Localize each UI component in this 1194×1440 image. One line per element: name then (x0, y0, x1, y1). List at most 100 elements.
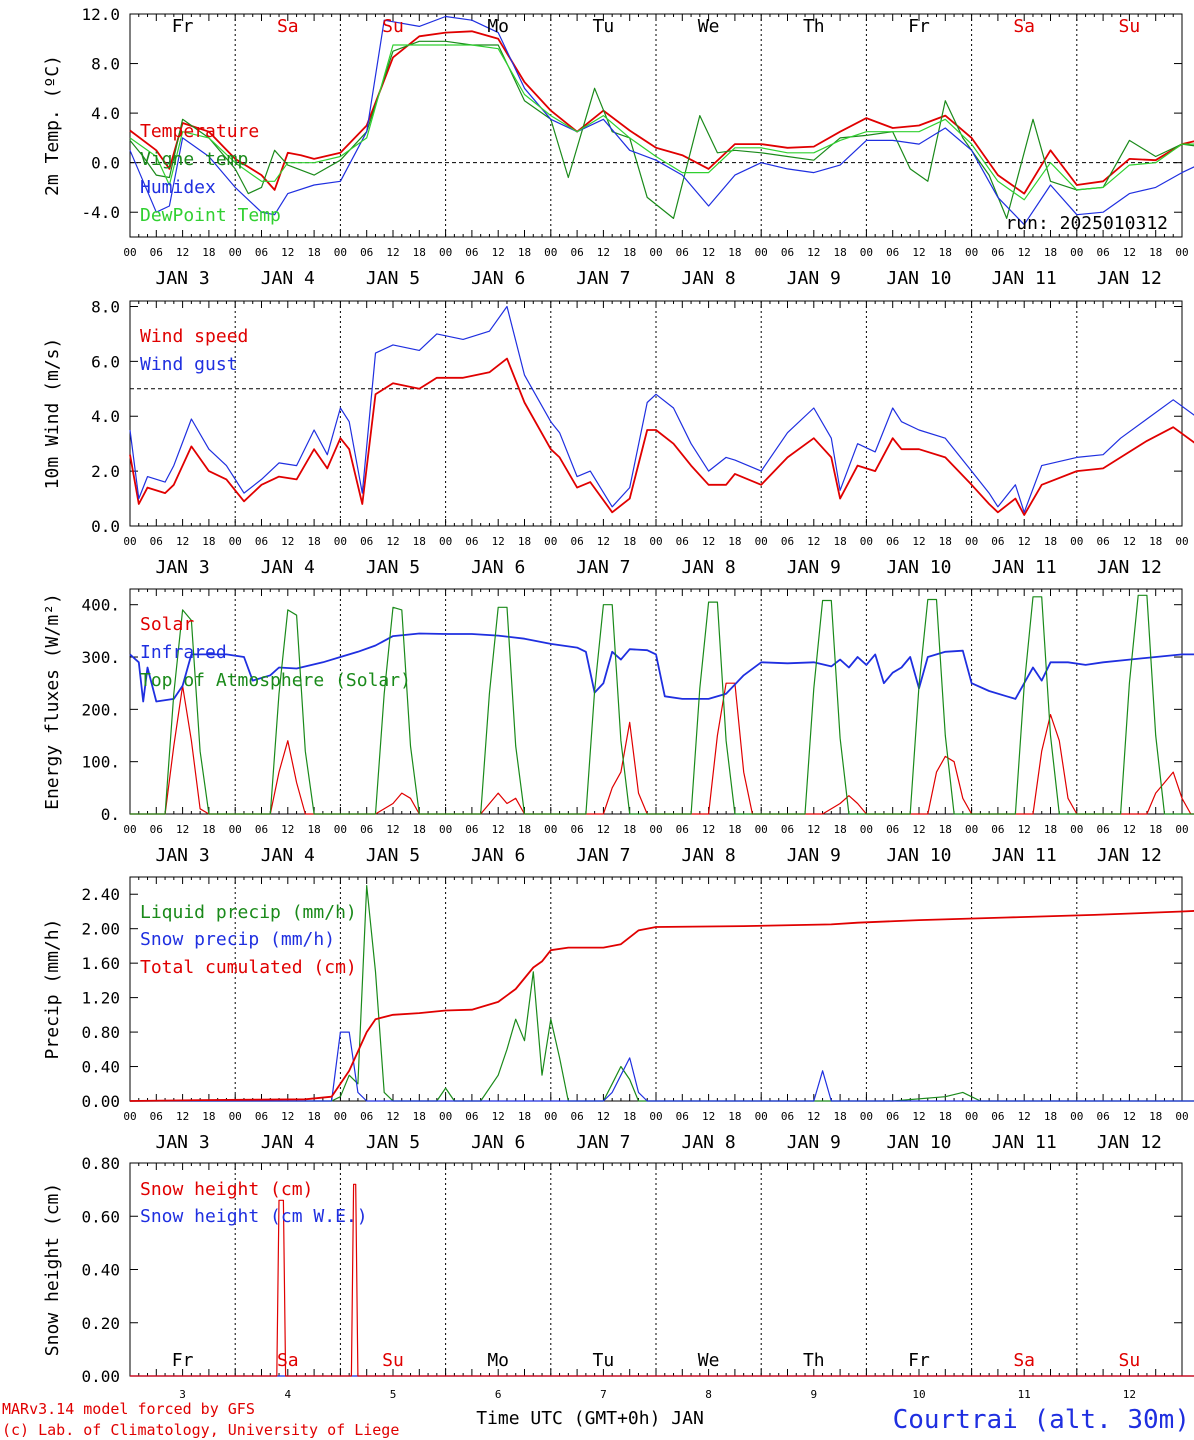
panel-5: 0.00 0.20 0.40 0.60 0.80 Snow height (cm) Snow… (42, 1154, 1194, 1386)
weekday-label: Sa (1013, 1350, 1035, 1371)
x-tick-label: 18 (1149, 535, 1162, 548)
x-tick-label: 18 (1044, 246, 1057, 259)
y-tick-label: 12.0 (81, 5, 120, 24)
series-line-infrared (129, 632, 1194, 703)
date-label: JAN 6 (471, 845, 525, 866)
date-label: JAN 12 (1097, 557, 1162, 578)
x-tick-label: 00 (1175, 535, 1188, 548)
weekday-label: Sa (277, 16, 299, 37)
x-tick-label: 00 (123, 1110, 136, 1123)
date-label: JAN 3 (156, 845, 210, 866)
x-tick-label: 18 (518, 1110, 531, 1123)
x-tick-label: 12 (281, 823, 294, 836)
y-tick-label: 300. (81, 648, 120, 667)
station-title: Courtrai (alt. 30m) (893, 1405, 1190, 1435)
x-tick-label: 06 (570, 246, 583, 259)
date-label: JAN 9 (787, 1132, 841, 1153)
x-tick-label: 06 (360, 1110, 373, 1123)
x-tick-label: 00 (965, 535, 978, 548)
x-tick-label: 18 (728, 823, 741, 836)
date-label: JAN 11 (992, 1132, 1057, 1153)
x-tick-label: 00 (229, 823, 242, 836)
x-tick-label: 12 (492, 1110, 505, 1123)
x-tick-label: 18 (939, 535, 952, 548)
x-tick-label: 18 (307, 246, 320, 259)
legend-entry: Snow height (cm) (140, 1179, 313, 1200)
x-tick-label: 06 (150, 246, 163, 259)
x-tick-label: 18 (307, 535, 320, 548)
weekday-label: Mo (487, 1350, 509, 1371)
x-tick-label: 00 (755, 1110, 768, 1123)
day-number: 12 (1123, 1388, 1136, 1401)
x-tick-label: 00 (229, 535, 242, 548)
x-tick-label: 00 (860, 823, 873, 836)
x-tick-label: 12 (702, 535, 715, 548)
x-tick-label: 00 (123, 246, 136, 259)
x-tick-label: 18 (623, 246, 636, 259)
series-line-solar (130, 682, 1194, 815)
panel-1: -4.0 0.0 4.0 8.0 12.0 2m Temp. (ºC) Temperatur… (42, 5, 1194, 289)
date-label: JAN 11 (992, 557, 1057, 578)
x-tick-label: 00 (229, 1110, 242, 1123)
y-axis-label: Snow height (cm) (42, 1183, 63, 1356)
panel-4: 0.00 0.40 0.80 1.20 1.60 2.00 2.40 Precip (mm/h… (42, 876, 1194, 1153)
date-label: JAN 7 (576, 268, 630, 289)
run-label: run: 2025010312 (1005, 213, 1168, 234)
y-tick-label: 1.60 (81, 954, 120, 973)
x-tick-label: 00 (1070, 246, 1083, 259)
y-tick-label: 2.00 (81, 920, 120, 939)
x-tick-label: 18 (202, 823, 215, 836)
x-tick-label: 06 (886, 823, 899, 836)
weekday-label: Th (803, 1350, 825, 1371)
legend-entry: Solar (140, 614, 194, 635)
x-tick-label: 06 (781, 535, 794, 548)
x-tick-label: 00 (544, 1110, 557, 1123)
x-tick-label: 18 (413, 823, 426, 836)
legend-entry: Liquid precip (mm/h) (140, 902, 357, 923)
x-tick-label: 18 (518, 246, 531, 259)
x-tick-label: 06 (255, 535, 268, 548)
date-label: JAN 12 (1097, 268, 1162, 289)
y-tick-label: 0.80 (81, 1023, 120, 1042)
day-number: 8 (705, 1388, 712, 1401)
x-tick-label: 00 (965, 1110, 978, 1123)
y-tick-label: 4.0 (91, 104, 120, 123)
x-tick-label: 00 (649, 246, 662, 259)
x-tick-label: 00 (860, 246, 873, 259)
x-tick-label: 12 (1018, 823, 1031, 836)
y-tick-label: 2.40 (81, 885, 120, 904)
x-tick-label: 00 (439, 823, 452, 836)
weekday-label: Tu (593, 1350, 615, 1371)
x-tick-label: 18 (939, 246, 952, 259)
date-label: JAN 5 (366, 557, 420, 578)
x-tick-label: 18 (518, 535, 531, 548)
y-tick-label: 4.0 (91, 407, 120, 426)
y-tick-label: 0.0 (91, 517, 120, 536)
x-tick-label: 12 (807, 823, 820, 836)
x-tick-label: 06 (465, 246, 478, 259)
x-tick-label: 18 (202, 246, 215, 259)
x-tick-label: 18 (833, 823, 846, 836)
weekday-label: We (698, 1350, 720, 1371)
weekday-label: We (698, 16, 720, 37)
date-label: JAN 9 (787, 557, 841, 578)
y-axis-label: 2m Temp. (ºC) (42, 55, 63, 196)
date-label: JAN 6 (471, 268, 525, 289)
x-tick-label: 06 (886, 1110, 899, 1123)
x-tick-label: 18 (939, 823, 952, 836)
date-label: JAN 3 (156, 1132, 210, 1153)
x-tick-label: 12 (912, 1110, 925, 1123)
x-tick-label: 00 (334, 1110, 347, 1123)
date-label: JAN 8 (682, 557, 736, 578)
date-label: JAN 12 (1097, 1132, 1162, 1153)
x-tick-label: 18 (413, 535, 426, 548)
series-line-wind-gust (129, 305, 1194, 513)
x-tick-label: 06 (255, 1110, 268, 1123)
weekday-label: Sa (1013, 16, 1035, 37)
x-tick-label: 00 (649, 1110, 662, 1123)
legend-entry: Vigne temp (140, 149, 248, 170)
x-tick-label: 06 (1096, 823, 1109, 836)
x-tick-label: 06 (360, 823, 373, 836)
x-tick-label: 18 (728, 535, 741, 548)
